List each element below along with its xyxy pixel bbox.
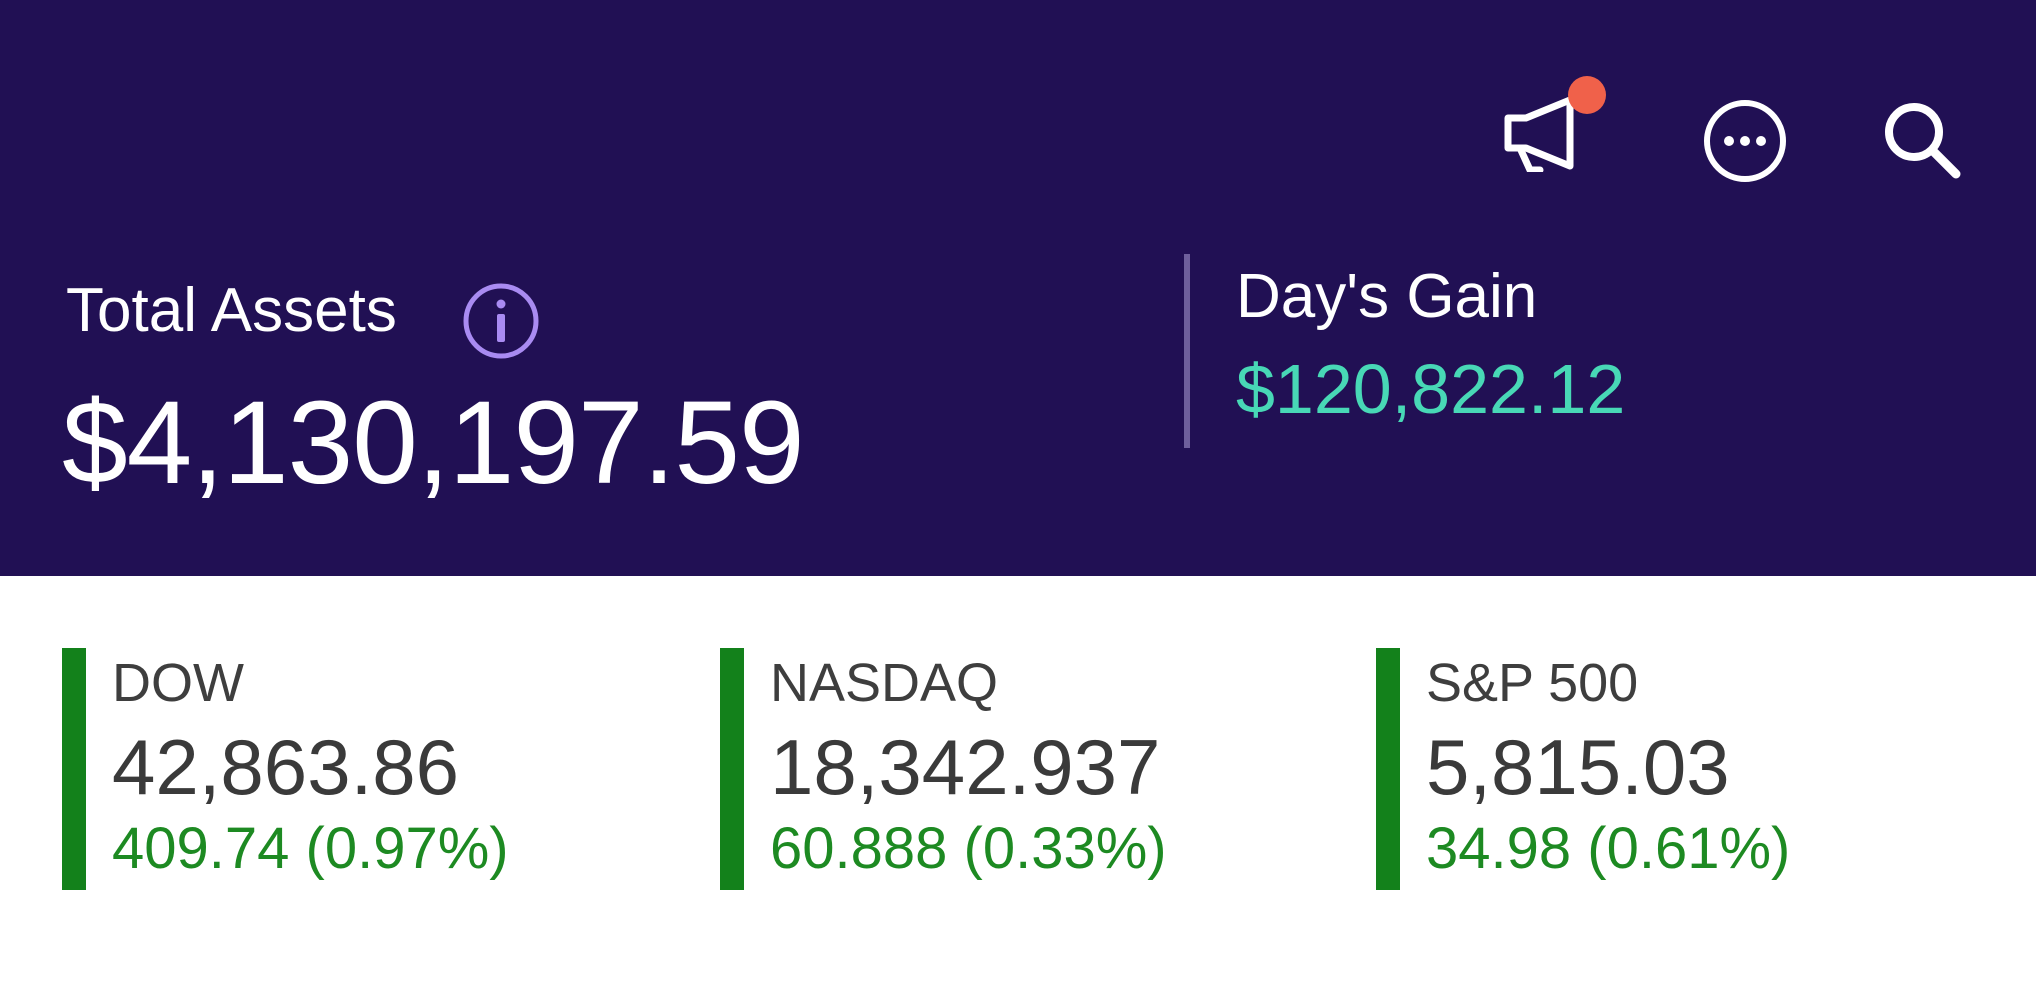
total-assets-label: Total Assets (66, 276, 397, 345)
ticker-value: 42,863.86 (112, 723, 460, 811)
account-summary-header: Total Assets $4,130,197.59 Day's Gain $1… (0, 0, 2036, 576)
ticker-change: 60.888 (0.33%) (770, 816, 1167, 881)
ticker-change: 409.74 (0.97%) (112, 816, 509, 881)
ticker-value: 5,815.03 (1426, 723, 1730, 811)
ticker-name: S&P 500 (1426, 653, 1639, 713)
more-icon[interactable] (1700, 96, 1790, 186)
search-icon[interactable] (1880, 98, 1962, 180)
ticker-indicator-bar (720, 648, 744, 890)
ticker-indicator-bar (62, 648, 86, 890)
ticker-name: DOW (112, 653, 244, 713)
days-gain-value: $120,822.12 (1236, 350, 1626, 428)
notification-badge (1568, 76, 1606, 114)
ticker-name: NASDAQ (770, 653, 999, 713)
ticker-value: 18,342.937 (770, 723, 1161, 811)
total-assets-value: $4,130,197.59 (62, 377, 805, 509)
megaphone-icon[interactable] (1500, 96, 1592, 172)
days-gain-label: Day's Gain (1236, 262, 1538, 331)
info-icon[interactable] (462, 282, 540, 360)
header-divider (1184, 254, 1190, 448)
ticker-indicator-bar (1376, 648, 1400, 890)
ticker-change: 34.98 (0.61%) (1426, 816, 1791, 881)
